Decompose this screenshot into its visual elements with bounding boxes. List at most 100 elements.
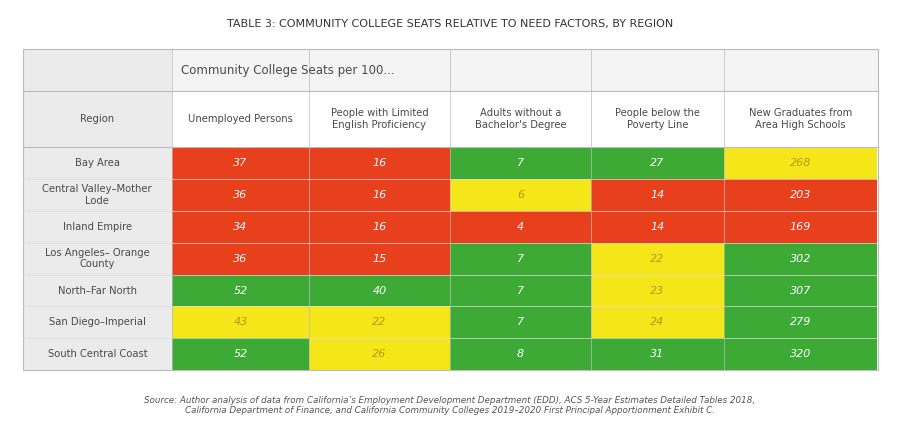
Text: Region: Region [80,114,114,124]
Text: Los Angeles– Orange
County: Los Angeles– Orange County [45,248,149,270]
Bar [22,306,172,339]
Bar [450,275,591,306]
Text: 34: 34 [233,222,248,232]
Text: Adults without a
Bachelor's Degree: Adults without a Bachelor's Degree [474,108,566,130]
Text: 15: 15 [373,254,387,264]
Bar [22,179,172,211]
Text: 37: 37 [233,158,248,168]
Bar [724,275,878,306]
Bar [22,275,172,306]
Text: 31: 31 [650,349,664,359]
Text: 26: 26 [373,349,387,359]
Bar [724,306,878,339]
Bar [172,243,309,275]
Bar [591,147,724,179]
Bar [22,211,172,243]
Text: 203: 203 [790,190,811,200]
Bar [172,275,309,306]
Text: 279: 279 [790,318,811,327]
Text: People below the
Poverty Line: People below the Poverty Line [615,108,700,130]
Bar [591,339,724,370]
Bar [172,306,309,339]
Text: Unemployed Persons: Unemployed Persons [188,114,293,124]
Text: Central Valley–Mother
Lode: Central Valley–Mother Lode [42,184,152,206]
Bar [724,91,878,147]
Text: 307: 307 [790,285,811,296]
Bar [172,49,878,91]
Bar [591,243,724,275]
Bar [591,179,724,211]
Bar [450,147,591,179]
Bar [22,339,172,370]
Bar [22,49,172,91]
Text: 40: 40 [373,285,387,296]
Bar [724,147,878,179]
Text: Bay Area: Bay Area [75,158,120,168]
Text: 169: 169 [790,222,811,232]
Bar [450,91,591,147]
Bar [22,243,172,275]
Text: North–Far North: North–Far North [58,285,137,296]
Bar [591,91,724,147]
Text: 16: 16 [373,222,387,232]
Text: 27: 27 [650,158,664,168]
Bar [309,91,450,147]
Bar [450,243,591,275]
Text: TABLE 3: COMMUNITY COLLEGE SEATS RELATIVE TO NEED FACTORS, BY REGION: TABLE 3: COMMUNITY COLLEGE SEATS RELATIV… [227,19,673,29]
Text: 36: 36 [233,254,248,264]
Text: 36: 36 [233,190,248,200]
Bar [172,339,309,370]
Bar [172,211,309,243]
Text: South Central Coast: South Central Coast [48,349,147,359]
Text: 43: 43 [233,318,248,327]
Text: 52: 52 [233,285,248,296]
Text: 320: 320 [790,349,811,359]
Text: 302: 302 [790,254,811,264]
Text: 16: 16 [373,158,387,168]
Bar [309,275,450,306]
Bar [172,91,309,147]
Text: 7: 7 [517,318,524,327]
Bar [309,179,450,211]
Bar [309,147,450,179]
Bar [450,339,591,370]
Text: 7: 7 [517,254,524,264]
Text: 4: 4 [517,222,524,232]
Text: 22: 22 [650,254,664,264]
Bar [22,91,172,147]
Bar [591,275,724,306]
Text: 24: 24 [650,318,664,327]
Bar [724,339,878,370]
Bar [172,179,309,211]
Text: 23: 23 [650,285,664,296]
Text: 7: 7 [517,285,524,296]
Bar [22,147,172,179]
Text: 14: 14 [650,190,664,200]
Bar [172,147,309,179]
Bar [309,339,450,370]
Text: 268: 268 [790,158,811,168]
Bar [450,211,591,243]
Bar [591,211,724,243]
Bar [309,243,450,275]
Bar [591,306,724,339]
Bar [309,211,450,243]
Text: New Graduates from
Area High Schools: New Graduates from Area High Schools [749,108,852,130]
Text: 8: 8 [517,349,524,359]
Text: Community College Seats per 100...: Community College Seats per 100... [181,64,395,77]
Text: 16: 16 [373,190,387,200]
Text: San Diego–Imperial: San Diego–Imperial [49,318,146,327]
Text: 52: 52 [233,349,248,359]
Text: 7: 7 [517,158,524,168]
Bar [724,211,878,243]
Text: Source: Author analysis of data from California’s Employment Development Departm: Source: Author analysis of data from Cal… [144,396,756,415]
Bar [450,179,591,211]
Bar [724,179,878,211]
Bar [309,306,450,339]
Text: People with Limited
English Proficiency: People with Limited English Proficiency [330,108,428,130]
Text: Inland Empire: Inland Empire [63,222,132,232]
Text: 14: 14 [650,222,664,232]
Text: 22: 22 [373,318,387,327]
Bar [724,243,878,275]
Bar [450,306,591,339]
